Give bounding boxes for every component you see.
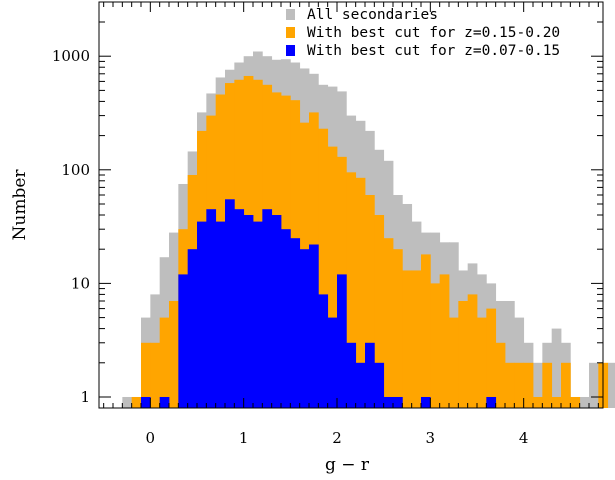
- bar-best-cut-z015-020: [131, 396, 142, 408]
- bar-best-cut-z015-020: [393, 249, 403, 408]
- x-tick-label: 1: [239, 429, 249, 447]
- bar-best-cut-z007-015: [486, 396, 497, 408]
- y-tick-label: 1000: [52, 47, 90, 65]
- bar-best-cut-z007-015: [262, 209, 273, 408]
- legend-swatch-all-secondaries: [286, 9, 295, 20]
- bar-best-cut-z007-015: [374, 362, 385, 408]
- bar-best-cut-z015-020: [327, 146, 338, 409]
- bar-best-cut-z015-020: [411, 270, 422, 408]
- bar-all-secondaries: [533, 362, 543, 408]
- bar-best-cut-z015-020: [346, 172, 357, 408]
- bar-best-cut-z007-015: [159, 396, 170, 408]
- bar-best-cut-z015-020: [458, 300, 469, 408]
- bar-best-cut-z007-015: [355, 362, 366, 408]
- bar-best-cut-z007-015: [346, 342, 357, 408]
- bar-best-cut-z015-020: [570, 396, 581, 408]
- bar-all-secondaries: [551, 328, 562, 408]
- legend-label-best-cut-z015-020: With best cut for z=0.15-0.20: [307, 25, 560, 41]
- bar-best-cut-z007-015: [318, 294, 329, 408]
- bar-best-cut-z015-020: [523, 362, 534, 408]
- x-axis-title: g − r: [325, 455, 370, 475]
- bar-best-cut-z007-015: [290, 238, 301, 408]
- bar-all-secondaries: [579, 396, 590, 408]
- bar-all-secondaries: [514, 317, 525, 408]
- bar-best-cut-z015-020: [150, 342, 161, 408]
- bar-best-cut-z015-020: [169, 300, 179, 408]
- bar-best-cut-z007-015: [215, 221, 226, 408]
- bar-all-secondaries: [505, 300, 515, 408]
- bar-best-cut-z007-015: [365, 342, 375, 408]
- bar-best-cut-z007-015: [421, 396, 431, 408]
- bar-best-cut-z007-015: [141, 396, 151, 408]
- plot-frame: [98, 1, 604, 409]
- bar-best-cut-z015-020: [355, 177, 366, 408]
- bar-best-cut-z015-020: [421, 254, 431, 408]
- bar-best-cut-z015-020: [402, 270, 413, 408]
- legend: All secondaries With best cut for z=0.15-…: [286, 7, 560, 59]
- x-axis: 0 1 2 3 4: [103, 2, 599, 447]
- legend-label-all-secondaries: All secondaries: [307, 7, 438, 23]
- x-tick-label: 0: [146, 429, 156, 447]
- bar-best-cut-z007-015: [234, 209, 245, 408]
- bar-best-cut-z015-020: [449, 317, 459, 408]
- y-tick-label: 10: [71, 274, 90, 292]
- series-best-cut-z007-015: [141, 199, 497, 408]
- bar-best-cut-z007-015: [271, 215, 282, 408]
- bar-best-cut-z007-015: [299, 249, 310, 408]
- bar-best-cut-z007-015: [243, 215, 254, 408]
- bar-best-cut-z015-020: [486, 308, 497, 408]
- bar-best-cut-z015-020: [318, 128, 329, 408]
- x-tick-label: 3: [426, 429, 436, 447]
- bar-best-cut-z015-020: [477, 317, 487, 408]
- bar-all-secondaries: [122, 396, 133, 408]
- legend-swatch-best-cut-z015-020: [286, 27, 295, 38]
- bar-best-cut-z015-020: [542, 362, 553, 408]
- bar-best-cut-z007-015: [337, 274, 347, 408]
- bar-best-cut-z015-020: [495, 342, 506, 408]
- bar-best-cut-z015-020: [514, 362, 525, 408]
- y-axis-title: Number: [10, 169, 30, 241]
- bar-best-cut-z015-020: [505, 362, 515, 408]
- legend-swatch-best-cut-z007-015: [286, 45, 295, 56]
- x-tick-label: 2: [332, 429, 342, 447]
- bar-best-cut-z015-020: [374, 215, 385, 408]
- bar-best-cut-z007-015: [393, 396, 403, 408]
- x-tick-label: 4: [519, 429, 529, 447]
- bar-best-cut-z007-015: [178, 274, 189, 408]
- bar-all-secondaries: [589, 362, 599, 408]
- bar-best-cut-z007-015: [225, 199, 235, 408]
- bar-best-cut-z007-015: [187, 249, 198, 408]
- bar-best-cut-z007-015: [309, 244, 319, 408]
- bar-best-cut-z015-020: [533, 396, 543, 408]
- bar-best-cut-z015-020: [561, 362, 571, 408]
- legend-label-best-cut-z007-015: With best cut for z=0.07-0.15: [307, 43, 560, 59]
- bar-best-cut-z015-020: [551, 396, 562, 408]
- bar-best-cut-z007-015: [383, 396, 394, 408]
- bar-all-secondaries: [607, 362, 615, 408]
- bar-best-cut-z015-020: [467, 294, 478, 408]
- bar-best-cut-z015-020: [141, 342, 151, 408]
- bar-best-cut-z015-020: [383, 238, 394, 408]
- bar-best-cut-z015-020: [439, 274, 450, 408]
- y-tick-label: 1: [80, 388, 90, 406]
- y-tick-label: 100: [61, 161, 90, 179]
- bar-best-cut-z007-015: [197, 221, 207, 408]
- bar-best-cut-z007-015: [327, 317, 338, 408]
- bar-best-cut-z007-015: [253, 221, 263, 408]
- y-axis: 1 10 100 1000: [52, 1, 603, 406]
- bar-best-cut-z015-020: [159, 317, 170, 408]
- bar-best-cut-z007-015: [206, 209, 217, 408]
- bar-best-cut-z015-020: [430, 283, 441, 408]
- bar-best-cut-z007-015: [281, 229, 291, 408]
- bar-best-cut-z015-020: [365, 195, 375, 408]
